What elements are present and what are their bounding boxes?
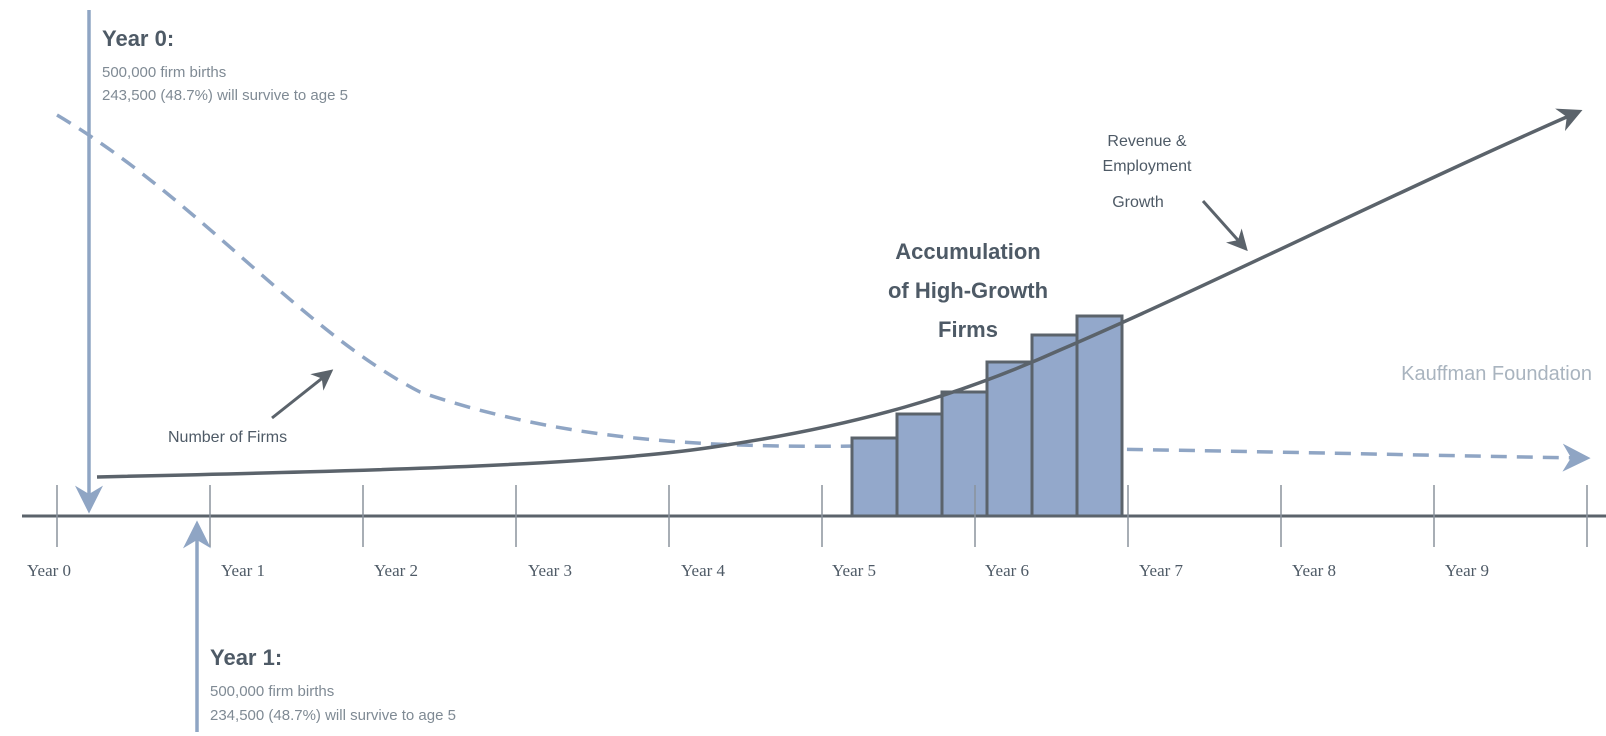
axis-tick-label: Year 4	[681, 561, 726, 580]
year0-title: Year 0:	[102, 26, 174, 51]
accumulation-label-1: Accumulation	[895, 239, 1040, 264]
axis-ticks	[56, 485, 1588, 547]
axis-tick-labels: Year 0 Year 1 Year 2 Year 3 Year 4 Year 5 Year…	[27, 561, 1489, 580]
revenue-growth-label-2: Employment	[1103, 158, 1192, 175]
axis-tick-label: Year 8	[1292, 561, 1336, 580]
accumulation-label-3: Firms	[938, 317, 998, 342]
axis-tick-label: Year 7	[1139, 561, 1184, 580]
accumulation-bar	[940, 390, 989, 518]
axis-tick-label: Year 0	[27, 561, 71, 580]
number-of-firms-pointer	[271, 369, 334, 420]
number-of-firms-label: Number of Firms	[168, 429, 287, 446]
accumulation-bar	[1075, 314, 1124, 518]
axis-tick-label: Year 1	[221, 561, 265, 580]
year1-births: 500,000 firm births	[210, 683, 334, 700]
axis-tick-label: Year 5	[832, 561, 876, 580]
axis-tick-label: Year 9	[1445, 561, 1489, 580]
number-of-firms-curve	[56, 113, 1591, 472]
accumulation-bar	[1030, 333, 1079, 518]
source-label: Kauffman Foundation	[1401, 363, 1592, 385]
revenue-growth-label-3: Growth	[1112, 194, 1164, 211]
accumulation-bars	[850, 314, 1124, 518]
year0-survival: 243,500 (48.7%) will survive to age 5	[102, 87, 348, 104]
year1-title: Year 1:	[210, 645, 282, 670]
axis-tick-label: Year 3	[528, 561, 572, 580]
accumulation-bar	[895, 412, 944, 518]
accumulation-bar	[985, 360, 1034, 518]
accumulation-label-2: of High-Growth	[888, 278, 1048, 303]
revenue-growth-curve	[96, 108, 1583, 479]
year0-births: 500,000 firm births	[102, 64, 226, 81]
accumulation-bar	[850, 436, 899, 518]
axis-tick-label: Year 2	[374, 561, 418, 580]
year1-survival: 234,500 (48.7%) will survive to age 5	[210, 707, 456, 724]
axis-tick-label: Year 6	[985, 561, 1029, 580]
revenue-growth-label-1: Revenue &	[1107, 133, 1186, 150]
revenue-growth-pointer	[1201, 200, 1248, 252]
